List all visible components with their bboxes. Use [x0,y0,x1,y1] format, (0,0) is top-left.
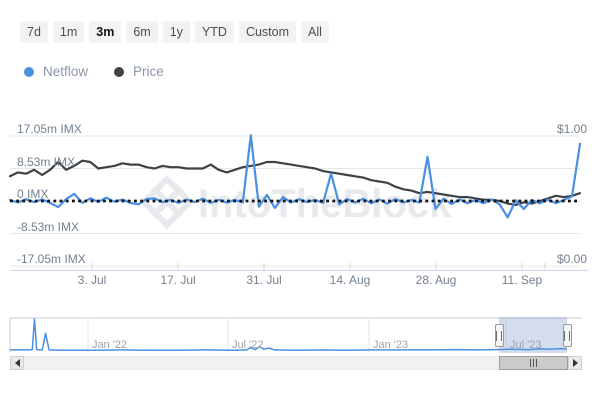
arrow-right-icon [572,359,578,367]
range-button-1m[interactable]: 1m [52,21,85,43]
scrollbar-left-button[interactable] [10,356,24,370]
x-tick-label: 3. Jul [77,273,107,287]
range-button-7d[interactable]: 7d [20,21,48,43]
x-tick-label: 17. Jul [160,273,196,287]
plot-area[interactable] [10,126,580,271]
range-button-3m[interactable]: 3m [89,21,122,43]
handle-grip-icon [496,330,502,341]
y-right-tick-label: $0.00 [556,252,587,266]
scrollbar-rifle-icon [533,359,534,367]
y-left-tick-label: 8.53m IMX [17,154,76,169]
x-tick-label: 14. Aug [329,273,371,287]
y-left-tick-label: 0 IMX [17,187,49,201]
legend-item-netflow[interactable]: Netflow [24,64,88,79]
navigator-left-handle[interactable] [494,324,504,347]
y-right-tick-label: $1.00 [556,122,587,136]
range-button-all[interactable]: All [301,21,329,43]
navigator-tick-label: Jul '23 [510,339,542,351]
legend: Netflow Price [24,64,164,79]
scrollbar-rifle-icon [530,359,531,367]
x-tick-label: 28. Aug [415,273,457,287]
range-button-ytd[interactable]: YTD [194,21,234,43]
y-left-tick-label: -8.53m IMX [17,219,80,234]
legend-item-label: Price [133,64,164,79]
legend-item-price[interactable]: Price [114,64,164,79]
y-left-tick-label: -17.05m IMX [17,252,86,266]
legend-item-label: Netflow [43,64,89,79]
navigator-tick-label: Jul '22 [232,339,264,351]
range-button-custom[interactable]: Custom [238,21,297,43]
scrollbar-track[interactable] [10,356,582,370]
navigator-tick-label: Jan '23 [373,339,409,351]
y-left-tick-label: 17.05m IMX [17,122,82,136]
handle-grip-icon [564,330,570,341]
range-button-1y[interactable]: 1y [162,21,190,43]
navigator-tick-label: Jan '22 [92,339,128,351]
scrollbar-thumb[interactable] [499,356,568,370]
x-tick-label: 31. Jul [246,273,282,287]
scrollbar-right-button[interactable] [568,356,582,370]
legend-dot-icon [24,66,34,77]
range-button-6m[interactable]: 6m [126,21,158,43]
legend-dot-icon [114,66,125,77]
navigator-right-handle[interactable] [562,324,572,347]
x-tick-label: 11. Sep [501,273,543,287]
range-toolbar: 7d 1m 3m 6m 1y YTD Custom All [20,21,329,43]
arrow-left-icon [14,359,20,367]
scrollbar-rifle-icon [536,359,537,367]
